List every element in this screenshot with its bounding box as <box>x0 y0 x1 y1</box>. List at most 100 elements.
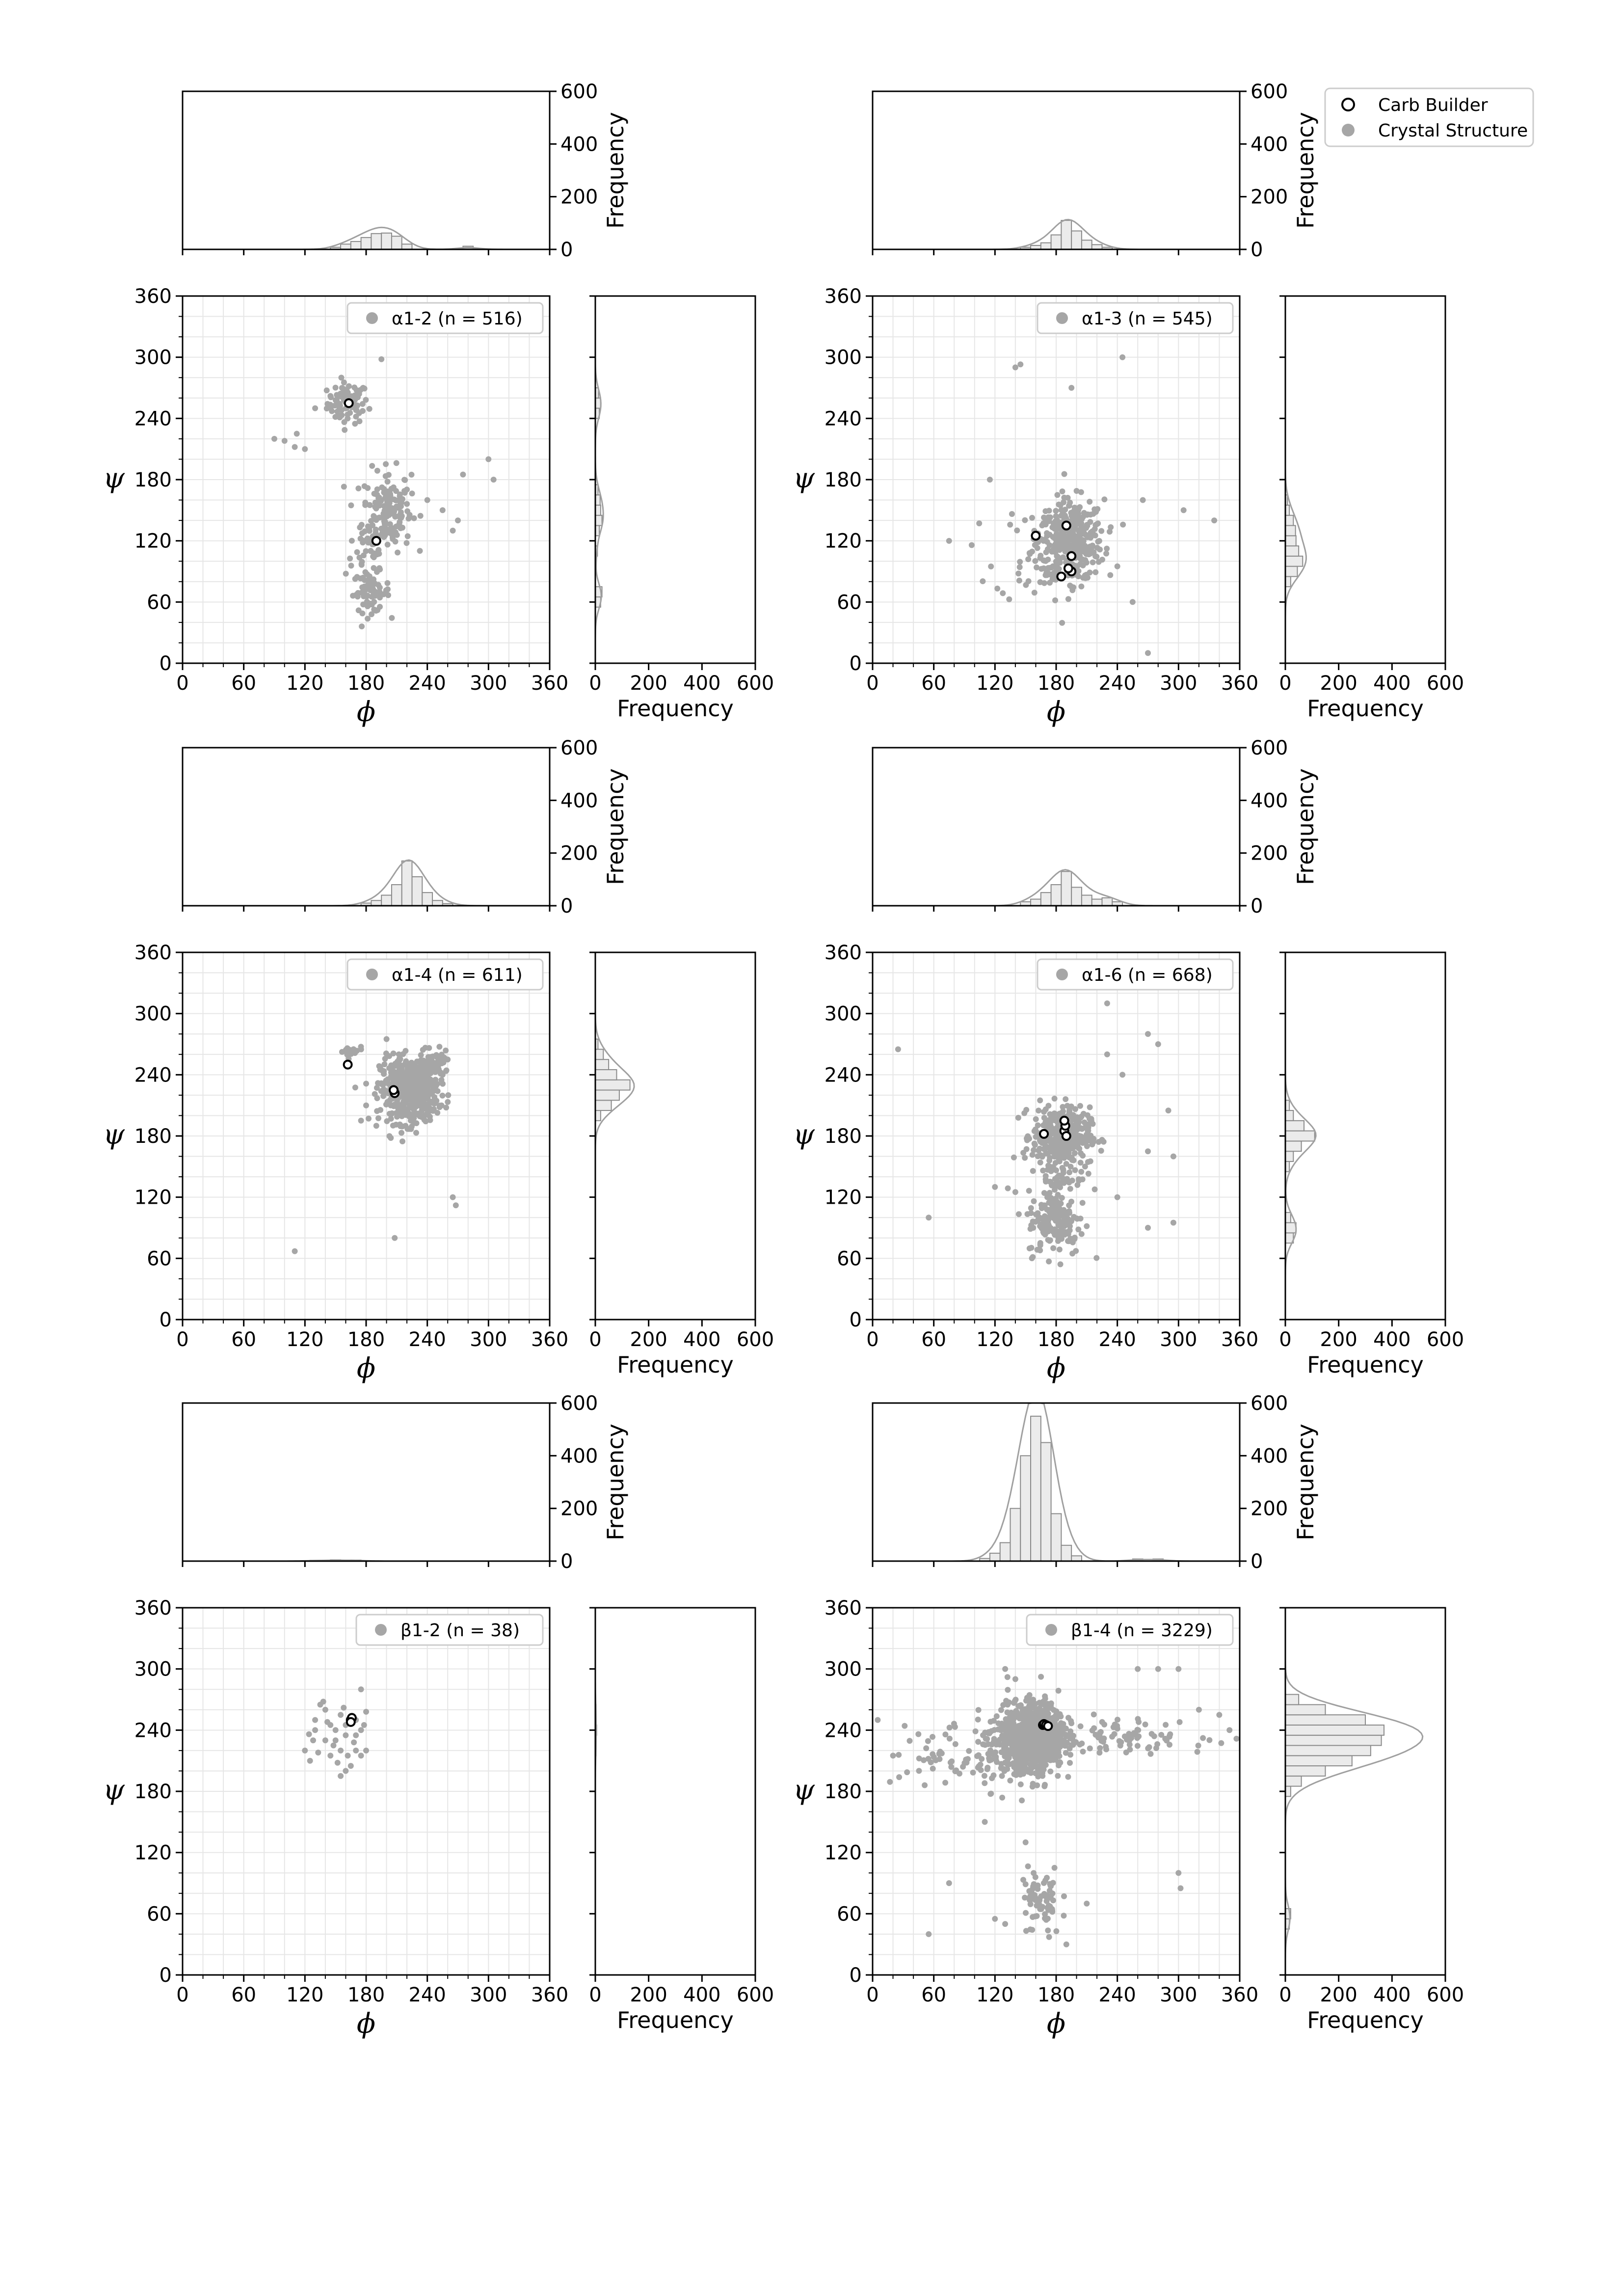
crystal-point <box>1200 1735 1206 1741</box>
crystal-point <box>1023 1720 1030 1727</box>
crystal-point <box>1075 527 1082 533</box>
crystal-points <box>875 1666 1240 1947</box>
x-tick-label: 240 <box>408 1328 446 1351</box>
crystal-point <box>942 1731 949 1738</box>
crystal-point <box>371 576 377 583</box>
crystal-point <box>372 526 379 533</box>
crystal-point <box>348 538 355 544</box>
crystal-points <box>292 1036 459 1254</box>
crystal-point <box>338 1773 344 1779</box>
crystal-point <box>1134 1743 1141 1749</box>
crystal-point <box>1014 1709 1020 1716</box>
phi-hist-tick-label: 400 <box>560 133 598 156</box>
crystal-point <box>1021 1731 1027 1737</box>
x-tick-label: 0 <box>866 1984 878 2006</box>
crystal-point <box>292 1248 298 1254</box>
crystal-point <box>1073 488 1080 494</box>
phi-hist-bar <box>391 236 402 250</box>
psi-hist-curve <box>594 296 604 663</box>
crystal-point <box>1052 545 1058 551</box>
carb-builder-point <box>1066 551 1077 561</box>
crystal-point <box>397 1056 403 1062</box>
crystal-point <box>1111 1731 1117 1737</box>
crystal-point <box>1011 1745 1018 1752</box>
psi-hist-bar <box>1285 1151 1294 1162</box>
crystal-point <box>984 1764 991 1771</box>
crystal-point <box>1071 1235 1078 1241</box>
crystal-point <box>417 1100 423 1106</box>
crystal-point <box>896 1774 903 1781</box>
x-tick-label: 180 <box>347 1328 385 1351</box>
psi-hist-bar <box>1285 1785 1291 1797</box>
crystal-point <box>1077 1138 1084 1145</box>
crystal-point <box>1062 513 1068 519</box>
crystal-point <box>1020 1150 1027 1156</box>
carb-builder-point <box>343 1059 353 1070</box>
carb-builder-point <box>1043 1721 1053 1731</box>
crystal-point <box>1034 1782 1040 1788</box>
crystal-point <box>923 1745 930 1752</box>
crystal-points <box>271 356 497 629</box>
crystal-point <box>307 1757 313 1764</box>
x-tick-label: 180 <box>347 1984 385 2006</box>
crystal-point <box>381 503 387 509</box>
crystal-point <box>1004 1748 1011 1755</box>
phi-hist-bar <box>1081 240 1092 250</box>
crystal-point <box>952 1741 958 1747</box>
crystal-point <box>1041 1701 1048 1707</box>
crystal-point <box>399 1130 404 1136</box>
crystal-point <box>921 1757 927 1763</box>
crystal-point <box>374 491 380 498</box>
crystal-point <box>443 1047 449 1053</box>
crystal-point <box>1067 1223 1073 1229</box>
crystal-point <box>1077 1103 1083 1109</box>
crystal-point <box>1103 550 1110 557</box>
crystal-point <box>1211 517 1218 524</box>
crystal-point <box>1063 1941 1069 1947</box>
crystal-point <box>332 1727 339 1733</box>
x-tick-label: 60 <box>231 672 256 695</box>
crystal-point <box>1097 1745 1103 1751</box>
y-tick-label: 300 <box>825 1003 862 1026</box>
crystal-point <box>1196 1706 1202 1713</box>
crystal-point <box>1037 579 1043 585</box>
crystal-point <box>1142 1721 1148 1728</box>
crystal-point <box>1055 554 1061 560</box>
crystal-point <box>1042 1911 1048 1918</box>
crystal-point <box>1040 1167 1046 1174</box>
crystal-point <box>361 1722 367 1728</box>
y-tick-label: 300 <box>825 347 862 369</box>
crystal-point <box>427 1076 433 1082</box>
psi-hist-tick-label: 600 <box>1427 1328 1464 1351</box>
crystal-point <box>341 484 347 490</box>
crystal-point <box>1047 1112 1054 1118</box>
crystal-point <box>439 507 446 513</box>
crystal-point <box>988 1756 994 1763</box>
crystal-point <box>343 1732 349 1738</box>
crystal-point <box>393 460 399 466</box>
crystal-point <box>404 533 411 540</box>
crystal-point <box>922 1782 928 1788</box>
crystal-point <box>1053 1195 1059 1202</box>
crystal-point <box>987 1791 994 1797</box>
crystal-point <box>906 1738 913 1744</box>
crystal-point <box>358 562 365 568</box>
crystal-point <box>363 1708 369 1715</box>
crystal-point <box>1061 471 1067 477</box>
crystal-point <box>1074 1182 1081 1188</box>
crystal-point <box>399 1065 404 1071</box>
crystal-point <box>1079 1200 1086 1206</box>
x-tick-label: 240 <box>1098 1984 1136 2006</box>
crystal-point <box>384 1099 391 1105</box>
crystal-point <box>403 1077 409 1083</box>
y-tick-label: 240 <box>825 1064 862 1086</box>
crystal-point <box>1170 1153 1176 1160</box>
crystal-point <box>1022 1155 1028 1161</box>
crystal-point <box>1218 1740 1224 1746</box>
crystal-point <box>1136 1733 1142 1739</box>
panels: 0200400600Frequency006060120120180180240… <box>103 81 1464 2040</box>
crystal-point <box>363 1080 369 1087</box>
crystal-point <box>1180 507 1187 513</box>
